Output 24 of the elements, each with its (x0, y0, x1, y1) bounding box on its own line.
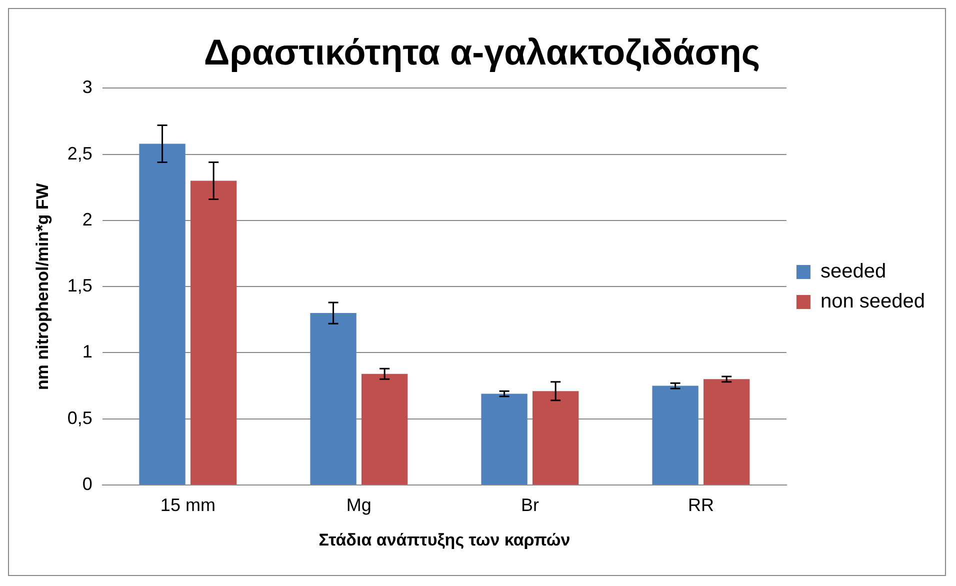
legend-label: non seeded (820, 290, 926, 313)
y-tick-label: 1 (82, 342, 92, 362)
x-tick-label: Br (520, 494, 539, 515)
x-tick-label: RR (688, 494, 714, 515)
x-axis-title: Στάδια ανάπτυξης των καρπών (318, 530, 570, 550)
chart-title: Δραστικότητα α-γαλακτοζιδάσης (204, 32, 760, 73)
y-tick-label: 0 (82, 474, 92, 494)
bar (190, 180, 237, 484)
bar (652, 386, 698, 484)
y-tick-label: 2,5 (67, 143, 92, 164)
bar (310, 313, 356, 484)
y-axis-title: nm nitrophenol/min*g FW (32, 182, 52, 390)
bar (362, 374, 408, 484)
y-tick-label: 2 (82, 209, 92, 230)
legend-label: seeded (820, 260, 886, 283)
y-tick-label: 1,5 (67, 276, 92, 296)
bar (481, 394, 528, 484)
bar (139, 144, 186, 484)
x-tick-label: 15 mm (160, 494, 216, 515)
y-tick-label: 0,5 (67, 408, 92, 428)
bar (532, 391, 579, 484)
bar (704, 379, 750, 484)
x-tick-label: Mg (346, 494, 372, 515)
y-tick-label: 3 (82, 77, 92, 98)
